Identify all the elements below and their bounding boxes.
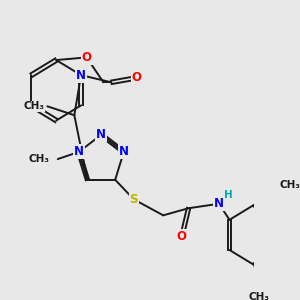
Text: O: O [132, 71, 142, 84]
Text: S: S [130, 193, 138, 206]
Text: O: O [82, 51, 92, 64]
Text: N: N [96, 128, 106, 141]
Text: CH₃: CH₃ [280, 179, 300, 190]
Text: N: N [76, 69, 86, 82]
Text: O: O [177, 230, 187, 243]
Text: N: N [74, 146, 84, 158]
Text: CH₃: CH₃ [28, 154, 49, 164]
Text: N: N [214, 197, 224, 210]
Text: CH₃: CH₃ [24, 101, 45, 111]
Text: H: H [224, 190, 233, 200]
Text: N: N [119, 146, 129, 158]
Text: CH₃: CH₃ [248, 292, 269, 300]
